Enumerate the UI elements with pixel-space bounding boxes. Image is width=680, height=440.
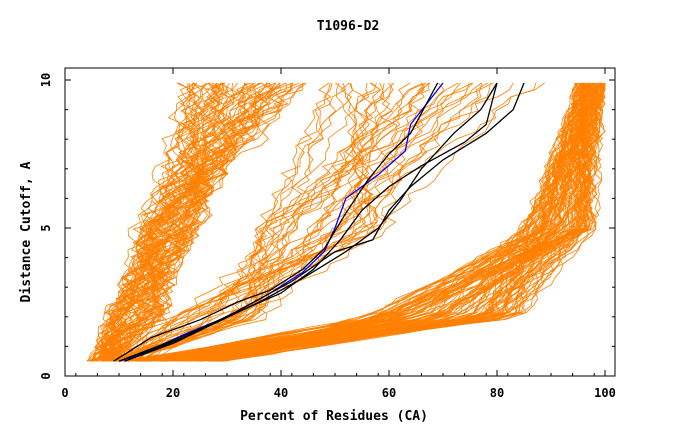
model-curve-53	[98, 82, 205, 362]
model-curve-209	[150, 82, 599, 362]
highlight-curve-0	[118, 82, 444, 362]
reference-curve-1	[113, 82, 439, 362]
model-curve-198	[133, 82, 606, 362]
model-curve-94	[124, 82, 537, 362]
model-curve-81	[135, 82, 427, 362]
model-curve-108	[117, 82, 445, 362]
model-curve-183	[143, 82, 603, 362]
model-curve-66	[101, 83, 304, 362]
x-tick-label-40: 40	[274, 386, 288, 400]
model-curve-46	[108, 82, 292, 362]
y-tick-label-10: 10	[39, 73, 53, 87]
model-curve-49	[92, 82, 208, 362]
highlighted-model-curves	[113, 82, 525, 362]
model-curve-105	[116, 82, 426, 362]
model-curve-68	[110, 82, 307, 362]
model-curve-65	[114, 82, 203, 362]
model-curve-190	[127, 82, 605, 362]
model-curve-69	[109, 82, 282, 362]
model-curve-67	[103, 82, 251, 362]
model-curve-95	[118, 82, 494, 362]
model-curve-22	[100, 82, 267, 362]
plot-frame	[64, 67, 616, 377]
model-curve-89	[129, 82, 424, 362]
model-curve-107	[141, 82, 394, 362]
y-tick-label-0: 0	[39, 372, 53, 379]
x-tick-label-0: 0	[61, 386, 68, 400]
model-curve-204	[189, 82, 583, 362]
model-curve-218	[197, 82, 603, 362]
model-curve-14	[92, 82, 256, 362]
y-tick-label-5: 5	[39, 224, 53, 231]
model-curve-170	[189, 82, 586, 362]
model-curve-50	[105, 82, 200, 362]
model-curve-37	[102, 82, 224, 362]
model-curve-104	[121, 82, 461, 362]
y-axis-label: Distance Cutoff, A	[19, 161, 34, 302]
reference-curve-4	[124, 82, 498, 362]
x-tick-label-20: 20	[166, 386, 180, 400]
model-curve-182	[210, 82, 598, 362]
axis-ticks: 0 20 40 60 80 100 0 5 10	[39, 68, 616, 400]
model-curve-194	[161, 82, 595, 362]
x-axis-label: Percent of Residues (CA)	[240, 409, 428, 424]
x-tick-label-60: 60	[382, 386, 396, 400]
model-curve-58	[104, 82, 259, 362]
model-curve-52	[92, 82, 258, 362]
model-curve-57	[94, 82, 294, 362]
model-curve-197	[127, 82, 594, 362]
model-curve-210	[183, 82, 579, 362]
model-curve-98	[121, 82, 470, 362]
model-curve-59	[99, 82, 247, 362]
model-curve-75	[126, 82, 483, 362]
model-curve-219	[137, 82, 595, 362]
model-curve-196	[175, 82, 594, 362]
model-curve-213	[200, 82, 606, 362]
chart-title: T1096-D2	[317, 19, 380, 34]
x-tick-label-80: 80	[490, 386, 504, 400]
model-curve-102	[125, 82, 429, 362]
model-curve-86	[117, 82, 430, 362]
model-curve-207	[146, 82, 583, 362]
x-tick-label-100: 100	[594, 386, 616, 400]
model-curve-100	[102, 82, 514, 362]
model-curve-97	[115, 82, 385, 362]
background-model-curves	[86, 82, 606, 362]
model-curve-216	[224, 82, 599, 362]
model-curve-99	[115, 82, 482, 362]
model-curve-83	[127, 82, 425, 362]
model-curve-192	[148, 82, 590, 362]
model-curve-30	[94, 82, 230, 362]
model-curve-84	[110, 82, 545, 362]
model-curve-212	[167, 82, 606, 362]
model-curve-217	[114, 82, 591, 362]
model-curve-63	[105, 82, 276, 362]
model-curve-96	[113, 82, 332, 362]
model-curve-103	[131, 82, 397, 362]
model-curve-106	[107, 82, 375, 362]
model-curve-187	[126, 82, 588, 362]
model-curve-48	[86, 82, 260, 362]
model-curve-77	[113, 82, 491, 362]
model-curve-85	[139, 82, 346, 362]
model-curve-101	[121, 82, 381, 362]
model-curve-32	[90, 82, 294, 362]
model-curve-203	[216, 82, 595, 362]
model-curve-93	[137, 82, 377, 362]
